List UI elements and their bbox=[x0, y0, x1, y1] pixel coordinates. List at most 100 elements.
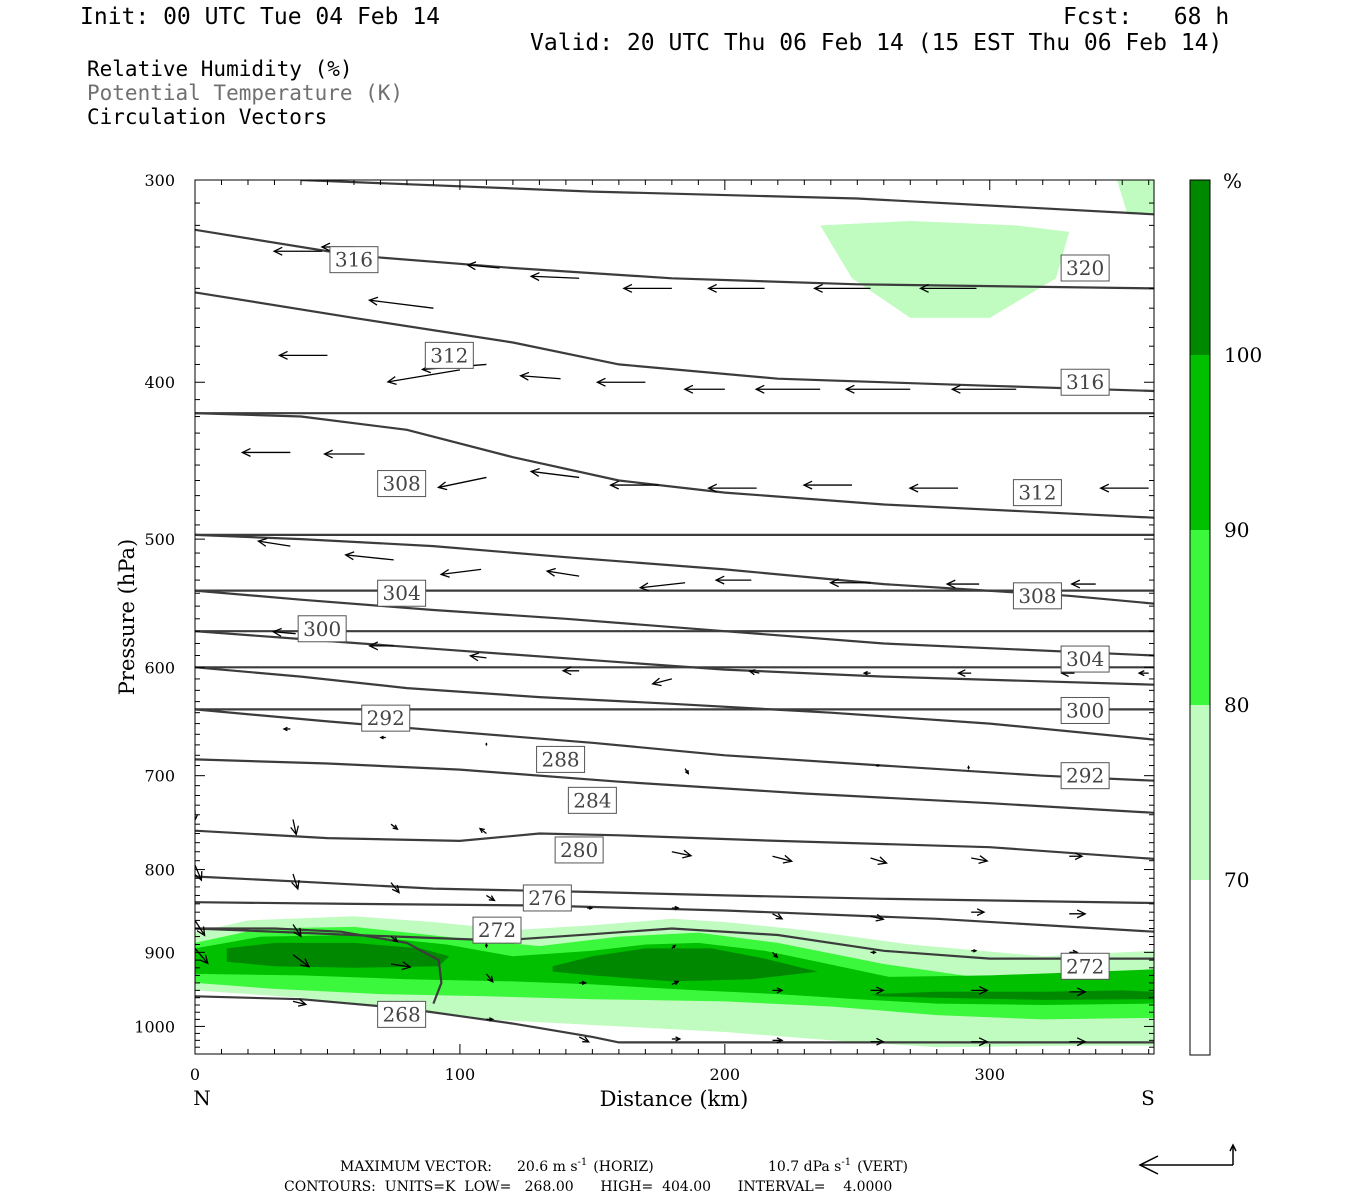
contour-label: 300 bbox=[303, 617, 341, 641]
circulation-vector bbox=[772, 913, 784, 920]
y-tick-label: 800 bbox=[144, 861, 175, 880]
contour-label: 304 bbox=[383, 581, 421, 605]
circulation-vector bbox=[671, 944, 677, 949]
circulation-vector bbox=[671, 849, 693, 859]
circulation-vector bbox=[292, 924, 302, 938]
theta-contour-328 bbox=[300, 180, 1154, 216]
circulation-vector bbox=[529, 272, 580, 282]
circulation-vector bbox=[195, 920, 206, 937]
colorbar-segment bbox=[1190, 355, 1210, 530]
contours-info: CONTOURS: UNITS=K LOW= 268.00 HIGH= 404.… bbox=[284, 1179, 892, 1195]
circulation-vector bbox=[707, 483, 757, 493]
contour-label-box bbox=[1060, 645, 1110, 673]
contour-label: 308 bbox=[1018, 584, 1056, 608]
theta-contour-288 bbox=[195, 758, 1154, 814]
contour-label: 268 bbox=[383, 1002, 421, 1026]
theta-contour-300 bbox=[195, 666, 1154, 741]
circulation-vector bbox=[195, 864, 203, 882]
circulation-vector bbox=[1137, 670, 1149, 677]
contour-label: 288 bbox=[541, 747, 579, 771]
rh-shading bbox=[195, 180, 1154, 1048]
contour-label-box bbox=[1060, 762, 1110, 790]
contour-label: 308 bbox=[383, 472, 421, 496]
rh-region-100 bbox=[552, 948, 818, 982]
circulation-vector bbox=[368, 641, 394, 651]
circulation-vector bbox=[671, 1036, 682, 1042]
circulation-vector bbox=[684, 768, 690, 775]
circulation-vector bbox=[609, 480, 659, 490]
rh-region-100 bbox=[226, 942, 450, 968]
circulation-vector bbox=[772, 854, 794, 864]
circulation-vector bbox=[971, 908, 986, 917]
forecast-hour: Fcst: 68 h bbox=[1063, 4, 1230, 30]
circulation-vector bbox=[870, 986, 885, 995]
circulation-vector bbox=[919, 283, 977, 293]
contour-label-box bbox=[1060, 254, 1110, 282]
circulation-vector bbox=[291, 873, 300, 891]
valid-time: Valid: 20 UTC Thu 06 Feb 14 (15 EST Thu … bbox=[530, 30, 1223, 56]
circulation-vector bbox=[240, 447, 291, 457]
contour-label: 300 bbox=[1066, 698, 1104, 722]
circulation-vector bbox=[529, 467, 580, 479]
vert-max-value: 10.7 dPa s-1 (VERT) bbox=[768, 1157, 908, 1175]
contour-label: 304 bbox=[1066, 647, 1104, 671]
circulation-vector bbox=[1069, 987, 1087, 997]
circulation-vector bbox=[714, 575, 752, 585]
x-axis-label: Distance (km) bbox=[600, 1087, 749, 1111]
circulation-vector bbox=[578, 1036, 591, 1043]
circulation-vector bbox=[707, 283, 765, 293]
circulation-vector bbox=[950, 384, 1017, 394]
contour-label-box bbox=[554, 836, 604, 864]
circulation-vector bbox=[579, 980, 588, 986]
theta-contour-280 bbox=[195, 875, 1154, 905]
colorbar-label: 70 bbox=[1224, 868, 1249, 892]
circulation-vector bbox=[379, 735, 386, 740]
circulation-vector bbox=[587, 906, 594, 910]
colorbar-segment bbox=[1190, 530, 1210, 705]
circulation-vector bbox=[1069, 1037, 1087, 1047]
colorbar-label: 100 bbox=[1224, 343, 1262, 367]
circulation-vector bbox=[486, 894, 496, 902]
contour-label: 316 bbox=[335, 248, 373, 272]
contour-label-box bbox=[1060, 696, 1110, 724]
circulation-vector bbox=[256, 537, 291, 547]
theta-contour-272 bbox=[195, 927, 1154, 960]
contour-label: 292 bbox=[367, 706, 405, 730]
contour-label: 284 bbox=[573, 788, 611, 812]
y-axis-label: Pressure (hPa) bbox=[115, 539, 139, 695]
circulation-vector bbox=[772, 987, 784, 994]
contour-labels: 268 272 272 276 280 284 288 292 292 300 300 304 304 3… bbox=[297, 246, 1110, 1028]
contour-label-box bbox=[1060, 952, 1110, 980]
contour-label-box bbox=[567, 786, 617, 814]
y-tick-label: 400 bbox=[144, 373, 175, 392]
circulation-vector bbox=[367, 296, 434, 309]
y-tick-label: 300 bbox=[144, 171, 175, 190]
theta-contour-316 bbox=[195, 412, 1154, 519]
axis-ticks: 300 400 500 600 700 800 900 1000 0 100 200 300 bbox=[134, 171, 1154, 1084]
circulation-vector bbox=[956, 669, 972, 678]
circulation-vector bbox=[772, 951, 779, 959]
theta-contour-292 bbox=[195, 708, 1154, 782]
legend-vectors: Circulation Vectors bbox=[87, 105, 328, 129]
circulation-vector bbox=[468, 652, 487, 662]
contour-label-box bbox=[377, 1000, 427, 1028]
max-vector-label: MAXIMUM VECTOR: bbox=[340, 1159, 492, 1175]
circulation-vector bbox=[772, 1037, 784, 1044]
contour-label-box bbox=[329, 246, 379, 274]
circulation-vector bbox=[290, 819, 299, 836]
circulation-vector bbox=[561, 666, 580, 676]
circulation-vector bbox=[870, 856, 888, 865]
contour-label: 292 bbox=[1066, 764, 1104, 788]
circulation-vector bbox=[1069, 909, 1087, 919]
circulation-vector bbox=[272, 246, 323, 256]
circulation-vector bbox=[638, 582, 686, 592]
circulation-vector bbox=[478, 827, 487, 835]
circulation-vector bbox=[748, 669, 760, 676]
colorbar-segment bbox=[1190, 705, 1210, 880]
circulation-vector bbox=[1070, 579, 1096, 589]
x-tick-label: 100 bbox=[445, 1065, 476, 1084]
circulation-vector bbox=[439, 568, 482, 578]
colorbar-label: 80 bbox=[1224, 693, 1249, 717]
contour-label-box bbox=[377, 579, 427, 607]
